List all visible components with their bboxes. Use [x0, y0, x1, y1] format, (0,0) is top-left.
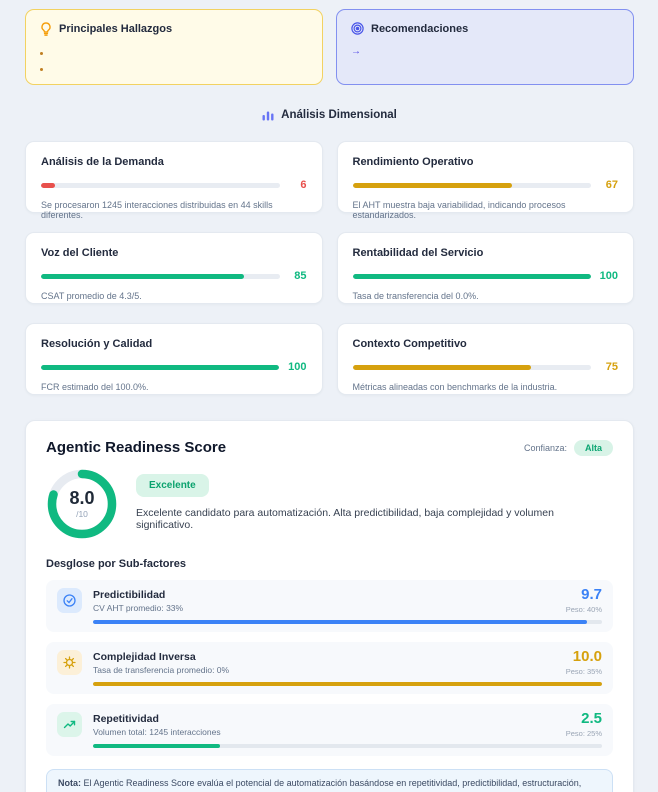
score-badge: Excelente [136, 474, 209, 497]
subfactor-row: Predictibilidad CV AHT promedio: 33% 9.7… [46, 580, 613, 632]
subfactor-detail: Volumen total: 1245 interacciones [93, 726, 221, 737]
dimension-progress-bar [41, 273, 280, 279]
dimension-description: CSAT promedio de 4.3/5. [41, 291, 142, 301]
hallazgos-title: Principales Hallazgos [59, 23, 173, 35]
dimension-title: Contexto Competitivo [352, 338, 467, 350]
score-description: Excelente candidato para automatización.… [136, 507, 554, 531]
dimension-score: 75 [605, 361, 618, 373]
subfactor-progress-bar [93, 620, 602, 624]
dimension-progress-bar [41, 182, 280, 188]
subfactor-name: Predictibilidad [93, 588, 166, 601]
dimension-score: 6 [300, 179, 307, 191]
subfactor-weight: Peso: 40% [565, 605, 602, 614]
breakdown-title: Desglose por Sub-factores [46, 558, 186, 570]
dimension-progress-bar [352, 364, 591, 370]
dimension-card: Resolución y Calidad 100 FCR estimado de… [25, 323, 323, 395]
dimension-title: Resolución y Calidad [41, 338, 153, 350]
dimension-description: FCR estimado del 100.0%. [41, 382, 149, 392]
confidence-label: Confianza: [523, 442, 567, 453]
target-icon [351, 22, 364, 35]
subfactor-detail: CV AHT promedio: 33% [93, 602, 184, 613]
subfactor-progress-bar [93, 744, 602, 748]
note-box: Nota: El Agentic Readiness Score evalúa … [46, 769, 613, 792]
note-label: Nota: [58, 778, 81, 788]
dimension-title: Rentabilidad del Servicio [352, 247, 484, 259]
dimensions-grid: Análisis de la Demanda 6 Se procesaron 1… [25, 141, 634, 395]
gauge-max: /10 [76, 509, 88, 519]
subfactor-weight: Peso: 35% [565, 667, 602, 676]
score-gauge: 8.0 /10 [46, 468, 118, 540]
recomendaciones-content: → [351, 46, 361, 57]
principales-hallazgos-card: Principales Hallazgos [25, 9, 323, 85]
dimension-description: Se procesaron 1245 interacciones distrib… [41, 200, 273, 220]
dimension-bar-row: 100 [352, 270, 618, 282]
bullet-dot [40, 67, 43, 71]
list-item [40, 45, 308, 61]
confidence-badge: Alta [573, 439, 613, 456]
dimension-bar-row: 75 [352, 361, 618, 373]
dimension-description: Tasa de transferencia del 0.0%. [352, 291, 479, 301]
score-description-block: Excelente Excelente candidato para autom… [136, 468, 613, 531]
gauge-score: 8.0 [69, 488, 95, 508]
subfactor-score: 10.0 [572, 648, 602, 665]
confidence: Confianza: Alta [523, 439, 613, 456]
dimension-title: Análisis de la Demanda [41, 156, 164, 168]
hallazgos-header: Principales Hallazgos [40, 22, 308, 36]
ars-title: Agentic Readiness Score [46, 439, 227, 456]
recomendaciones-header: Recomendaciones [351, 22, 619, 35]
dimension-bar-row: 6 [41, 179, 307, 191]
subfactor-header: Repetitividad Volumen total: 1245 intera… [57, 711, 602, 738]
dimension-progress-bar [352, 182, 591, 188]
subfactor-weight: Peso: 25% [565, 729, 602, 738]
subfactor-detail: Tasa de transferencia promedio: 0% [93, 664, 230, 675]
agentic-readiness-card: Agentic Readiness Score Confianza: Alta … [25, 420, 634, 792]
dimension-score: 85 [294, 270, 307, 282]
gear-icon [57, 650, 82, 675]
hallazgos-list [40, 45, 308, 77]
dimension-description: El AHT muestra baja variabilidad, indica… [352, 200, 566, 220]
dimension-progress-bar [41, 364, 280, 370]
subfactor-row: Complejidad Inversa Tasa de transferenci… [46, 642, 613, 694]
recomendaciones-title: Recomendaciones [371, 22, 469, 35]
summary-cards: Principales Hallazgos Recomendaciones → [25, 9, 634, 85]
subfactors-list: Predictibilidad CV AHT promedio: 33% 9.7… [46, 580, 613, 756]
dimension-card: Rendimiento Operativo 67 El AHT muestra … [336, 141, 634, 220]
subfactor-score: 2.5 [581, 710, 602, 727]
dimension-title: Rendimiento Operativo [352, 156, 474, 168]
subfactor-row: Repetitividad Volumen total: 1245 intera… [46, 704, 613, 756]
recomendaciones-card: Recomendaciones → [336, 9, 634, 85]
list-item [40, 61, 308, 77]
subfactor-name: Repetitividad [93, 712, 159, 725]
lightbulb-icon [40, 22, 52, 36]
subfactor-header: Predictibilidad CV AHT promedio: 33% 9.7… [57, 587, 602, 614]
dimension-bar-row: 100 [41, 361, 307, 373]
gauge-value: 8.0 /10 [46, 468, 118, 540]
subfactor-name: Complejidad Inversa [93, 650, 196, 663]
dimension-description: Métricas alineadas con benchmarks de la … [352, 382, 558, 392]
dimension-card: Rentabilidad del Servicio 100 Tasa de tr… [336, 232, 634, 304]
bullet-dot [40, 51, 43, 55]
subfactor-header: Complejidad Inversa Tasa de transferenci… [57, 649, 602, 676]
note-text: El Agentic Readiness Score evalúa el pot… [58, 778, 582, 792]
bar-chart-icon [262, 109, 274, 121]
section-header: Análisis Dimensional [25, 109, 634, 121]
dimension-bar-row: 67 [352, 179, 618, 191]
dimension-card: Análisis de la Demanda 6 Se procesaron 1… [25, 141, 323, 220]
dimension-title: Voz del Cliente [41, 247, 119, 259]
dimension-score: 67 [605, 179, 618, 191]
dimension-score: 100 [599, 270, 618, 282]
dimension-card: Contexto Competitivo 75 Métricas alinead… [336, 323, 634, 395]
dimension-bar-row: 85 [41, 270, 307, 282]
dimension-card: Voz del Cliente 85 CSAT promedio de 4.3/… [25, 232, 323, 304]
dimension-score: 100 [288, 361, 307, 373]
score-summary: 8.0 /10 Excelente Excelente candidato pa… [46, 468, 613, 540]
dimension-progress-bar [352, 273, 591, 279]
subfactor-progress-bar [93, 682, 602, 686]
gauge-icon [57, 588, 82, 613]
subfactor-score: 9.7 [581, 586, 602, 603]
trend-up-icon [57, 712, 82, 737]
section-title: Análisis Dimensional [281, 109, 397, 121]
ars-header: Agentic Readiness Score Confianza: Alta [46, 439, 613, 456]
